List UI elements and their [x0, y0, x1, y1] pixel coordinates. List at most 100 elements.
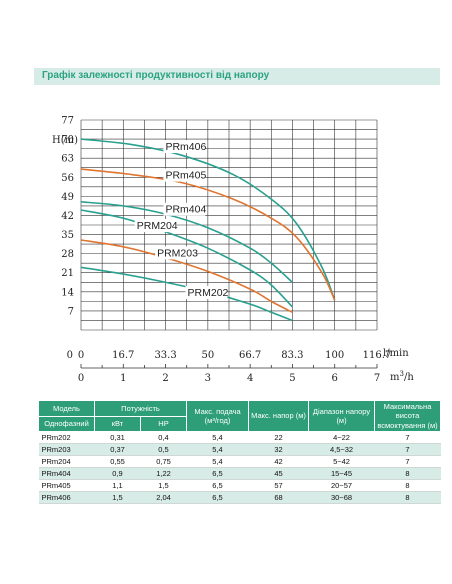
- cell-kw: 0,31: [94, 431, 141, 445]
- x2-axis-label: m3/h: [390, 370, 414, 383]
- x-tick-label: 0: [78, 350, 84, 361]
- header-suction: Максимальна висота всмоктування (м): [374, 399, 442, 433]
- x-axis-label: l/min: [383, 348, 409, 359]
- cell-hp: 1,5: [140, 479, 187, 493]
- specs-table: Модель Потужність Макс. подача (м³/год) …: [38, 399, 442, 505]
- x2-tick-label: 6: [332, 373, 338, 384]
- curve-label: PRm404: [165, 204, 206, 216]
- cell-model: PRm405: [38, 479, 95, 493]
- x2-tick-label: 2: [162, 373, 168, 384]
- cell-kw: 1,5: [94, 491, 141, 505]
- annotation-bg: [163, 140, 206, 153]
- series-line-prm203: [80, 239, 293, 313]
- y-tick-label: 21: [61, 268, 74, 279]
- x2-tick-label: 5: [289, 373, 295, 384]
- specs-table-wrap: Модель Потужність Макс. подача (м³/год) …: [38, 399, 442, 505]
- cell-range: 30~68: [308, 491, 375, 505]
- y-tick-label: 70: [61, 135, 74, 146]
- cell-hp: 2,04: [140, 491, 187, 505]
- chart-grid: [80, 119, 378, 331]
- cell-suction: 8: [374, 491, 441, 505]
- annotation-bg: [163, 202, 206, 216]
- y-axis-label: H(m): [52, 135, 78, 146]
- table-row: PRm203 0,37 0,5 5,4 32 4,5~32 7: [38, 443, 441, 457]
- cell-suction: 8: [374, 467, 441, 481]
- cell-hp: 0,5: [140, 443, 187, 457]
- x-tick-label: 16.7: [112, 350, 134, 361]
- cell-head: 45: [248, 467, 309, 481]
- x-tick-label: 116.7: [363, 350, 392, 361]
- secondary-axis: 0 1 2 3 4 5 6 7 m3/h: [78, 364, 414, 384]
- x-tick-label: 33.3: [154, 350, 176, 361]
- curve-label: PRM204: [137, 220, 178, 232]
- cell-range: 20~57: [308, 479, 375, 493]
- x-tick-label: 50: [201, 350, 214, 361]
- series-line-prm204: [80, 209, 293, 308]
- x2-axis-label-main: m: [390, 372, 400, 383]
- y-tick-label: 56: [61, 173, 74, 184]
- cell-hp: 1,22: [140, 467, 187, 481]
- cell-range: 15~45: [308, 467, 375, 481]
- header-range: Діапазон напору (м): [308, 399, 376, 433]
- y-tick-label: 77: [61, 116, 74, 127]
- cell-head: 68: [248, 491, 309, 505]
- cell-hp: 0,75: [140, 455, 187, 469]
- cell-head: 22: [248, 431, 309, 445]
- cell-range: 4,5~32: [308, 443, 375, 457]
- cell-flow: 6,5: [186, 479, 249, 493]
- table-row: PRm202 0,31 0,4 5,4 22 4~22 7: [38, 431, 441, 445]
- x2-tick-label: 0: [78, 373, 84, 384]
- header-kw: кВт: [94, 415, 141, 433]
- annotation-bg: [163, 168, 206, 182]
- cell-flow: 5,4: [186, 455, 249, 469]
- y-tick-label: 28: [61, 249, 74, 260]
- y-tick-label: 63: [61, 154, 74, 165]
- header-hp: HP: [139, 415, 188, 433]
- cell-range: 5~42: [308, 455, 375, 469]
- x2-axis-label-sup: 3: [399, 370, 403, 378]
- curve-label: PRm405: [165, 170, 206, 182]
- specs-table-body: PRm202 0,31 0,4 5,4 22 4~22 7 PRm203 0,37 0,5 5,4 3…: [38, 431, 441, 505]
- x2-tick-label: 7: [374, 373, 380, 384]
- x2-tick-label: 4: [247, 373, 253, 384]
- annotation-bg: [134, 219, 177, 233]
- cell-model: PRm202: [38, 431, 95, 445]
- cell-kw: 0,55: [94, 455, 141, 469]
- cell-flow: 6,5: [186, 467, 249, 481]
- y-tick-label: 49: [61, 192, 74, 203]
- table-row: PRm405 1,1 1,5 6,5 57 20~57 8: [38, 479, 441, 493]
- curve-label: PRM203: [157, 247, 198, 259]
- x-tick-label: 100: [325, 350, 344, 361]
- cell-kw: 0,37: [94, 443, 141, 457]
- cell-model: PRm406: [38, 491, 95, 505]
- x-tick-label: 83.3: [281, 350, 303, 361]
- cell-suction: 7: [374, 431, 441, 445]
- title-bar: Графік залежності продуктивності від нап…: [34, 68, 440, 85]
- cell-head: 57: [248, 479, 309, 493]
- y-tick-label: 35: [61, 230, 74, 241]
- y-tick-label: 7: [68, 306, 74, 317]
- page-title: Графік залежності продуктивності від нап…: [42, 70, 270, 81]
- cell-suction: 7: [374, 443, 441, 457]
- chart-labels: 7 14 21 28 35 42 49 56 63 70 77 0 H(m) 0 16.7 33.3 50 66.…: [52, 116, 409, 362]
- y-tick-label: 42: [61, 211, 74, 222]
- header-single-phase: Однофазний: [38, 415, 95, 433]
- table-row: PRm404 0,9 1,22 6,5 45 15~45 8: [38, 467, 441, 481]
- chart-series: [80, 138, 336, 322]
- header-power: Потужність: [93, 400, 188, 417]
- cell-flow: 5,4: [186, 431, 249, 445]
- cell-range: 4~22: [308, 431, 375, 445]
- series-line-prm406: [80, 138, 336, 301]
- x-tick-label: 66.7: [239, 350, 261, 361]
- x2-tick-label: 3: [205, 373, 211, 384]
- cell-suction: 7: [374, 455, 441, 469]
- table-row: PRm406 1,5 2,04 6,5 68 30~68 8: [38, 491, 441, 505]
- cell-head: 42: [248, 455, 309, 469]
- series-line-prm405: [80, 168, 336, 301]
- y-zero-label: 0: [67, 350, 73, 361]
- series-line-prm404: [80, 201, 293, 283]
- header-flow: Макс. подача (м³/год): [186, 399, 250, 433]
- annotation-bg: [185, 285, 228, 299]
- cell-kw: 1,1: [94, 479, 141, 493]
